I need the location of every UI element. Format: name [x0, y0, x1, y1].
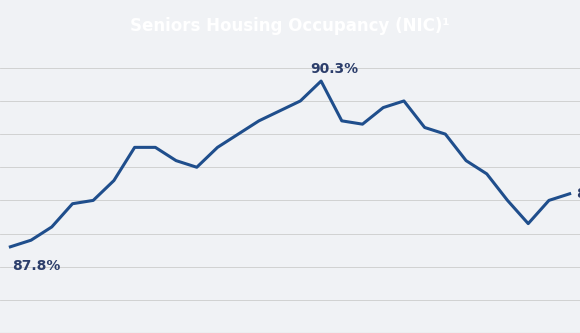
Text: 90.3%: 90.3%	[311, 62, 359, 76]
Text: Seniors Housing Occupancy (NIC)¹: Seniors Housing Occupancy (NIC)¹	[130, 17, 450, 35]
Text: 88.6%: 88.6%	[576, 187, 580, 201]
Text: 87.8%: 87.8%	[12, 259, 61, 273]
